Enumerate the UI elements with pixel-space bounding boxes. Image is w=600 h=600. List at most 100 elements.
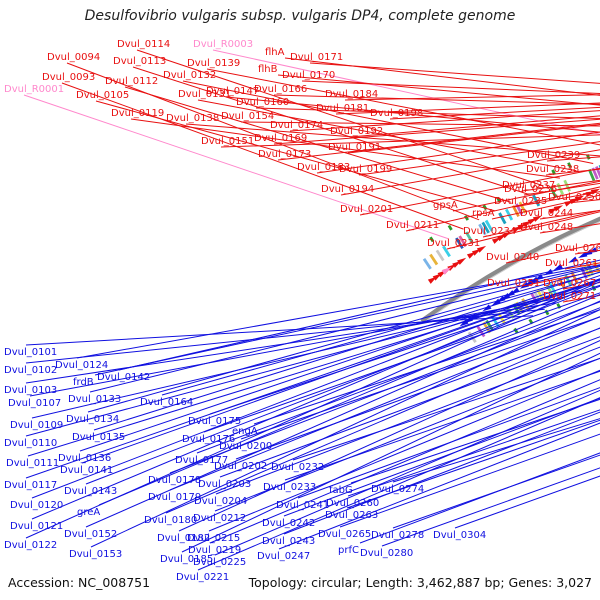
gene-label: Dvul_0262 (555, 243, 600, 254)
marker-tick (544, 309, 550, 316)
map-title: Desulfovibrio vulgaris subsp. vulgaris D… (84, 8, 516, 24)
gene-label: Dvul_0237 (502, 180, 555, 191)
gene-label: Dvul_0169 (254, 133, 307, 144)
gene-label: Dvul_0232 (271, 462, 324, 473)
gene-label: Dvul_0151 (201, 136, 254, 147)
category-block (591, 167, 599, 180)
gene-label: Dvul_0153 (69, 549, 122, 560)
category-block (570, 271, 579, 284)
category-block (588, 168, 596, 182)
marker-tick (464, 215, 469, 221)
leader-line (284, 370, 600, 481)
category-block (491, 316, 500, 328)
gene-label: Dvul_0122 (4, 540, 57, 551)
gene-label: Dvul_0171 (290, 52, 343, 63)
category-block (498, 212, 507, 225)
leader-line (277, 74, 600, 106)
gene-label: Dvul_0178 (148, 475, 201, 486)
leader-line (31, 279, 600, 520)
category-block (511, 205, 520, 217)
gene-label: Dvul_0180 (144, 515, 197, 526)
leader-line (94, 264, 600, 376)
gene-label: Dvul_0247 (257, 551, 310, 562)
gene-label: Dvul_0119 (111, 108, 164, 119)
leader-line (316, 131, 600, 174)
gene-label: Dvul_0135 (72, 432, 125, 443)
category-block (484, 219, 494, 232)
gene-label: Dvul_0164 (140, 397, 193, 408)
gene-arrow (457, 257, 467, 265)
leader-line (161, 271, 600, 396)
category-block (481, 221, 490, 234)
gene-label: Dvul_0176 (182, 434, 235, 445)
leader-line (350, 398, 600, 484)
marker-tick (567, 162, 572, 168)
gene-label: Dvul_0142 (97, 372, 150, 383)
gene-label: Dvul_R0003 (193, 39, 253, 50)
gene-label: Dvul_0202 (214, 461, 267, 472)
gene-label: Dvul_0182 (157, 533, 210, 544)
gene-label: Dvul_0174 (270, 120, 323, 131)
gene-label: Dvul_0200 (219, 441, 272, 452)
gene-label: Dvul_0173 (258, 149, 311, 160)
gene-arrow (476, 245, 487, 253)
marker-tick (429, 236, 435, 243)
gene-label: Dvul_0152 (64, 529, 117, 540)
gene-label: Dvul_0136 (58, 453, 111, 464)
gene-label: Dvul_0107 (8, 398, 61, 409)
leader-line (95, 100, 496, 212)
gene-label: Dvul_0109 (10, 420, 63, 431)
gene-label: Dvul_0112 (105, 76, 158, 87)
gene-label: Dvul_0105 (76, 90, 129, 101)
leader-line (289, 110, 600, 132)
gene-label: Dvul_0191 (328, 142, 381, 153)
leader-line (169, 307, 600, 474)
leader-line (349, 115, 600, 138)
leader-line (118, 259, 600, 371)
leader-line (347, 123, 600, 154)
gene-label: Dvul_0244 (520, 208, 573, 219)
leader-line (90, 309, 600, 548)
category-block (465, 231, 474, 244)
leader-line (196, 301, 600, 454)
category-block (505, 208, 514, 221)
gene-label: Dvul_0239 (527, 150, 580, 161)
gene-arrow (597, 246, 600, 249)
category-block (549, 186, 558, 199)
leader-line (214, 389, 600, 556)
gene-label: Dvul_0177 (175, 455, 228, 466)
gene-label: Dvul_0141 (60, 465, 113, 476)
leader-line (81, 278, 600, 464)
category-block (422, 258, 432, 270)
leader-line (185, 123, 600, 157)
leader-line (66, 62, 480, 221)
gene-label: Dvul_0183 (297, 162, 350, 173)
gene-label: Dvul_0231 (427, 238, 480, 249)
category-block (532, 194, 541, 207)
gene-label: Dvul_0175 (188, 416, 241, 427)
backbone-highlight (422, 221, 600, 324)
gene-label: Dvul_0234 (463, 226, 516, 237)
category-block (442, 245, 451, 258)
leader-line (220, 134, 600, 148)
leader-line (165, 327, 600, 514)
leader-line (27, 279, 600, 457)
gene-label: Dvul_0117 (4, 480, 57, 491)
leader-line (482, 209, 600, 238)
gene-label: Dvul_0170 (282, 70, 335, 81)
gene-label: Dvul_0250 (548, 192, 600, 203)
gene-label: Dvul_0278 (371, 530, 424, 541)
gene-label: Dvul_0103 (4, 385, 57, 396)
gene-label: Dvul_0121 (10, 521, 63, 532)
leader-line (79, 275, 600, 452)
gene-label: flhA (265, 47, 285, 58)
leader-line (208, 369, 600, 532)
gene-label: Dvul_0271 (543, 291, 596, 302)
gene-label: Dvul_0242 (262, 518, 315, 529)
leader-line (25, 278, 600, 479)
gene-label: Dvul_0138 (166, 113, 219, 124)
gene-label: Dvul_0219 (188, 545, 241, 556)
gene-label: Dvul_0094 (47, 52, 100, 63)
leader-line (31, 278, 600, 499)
